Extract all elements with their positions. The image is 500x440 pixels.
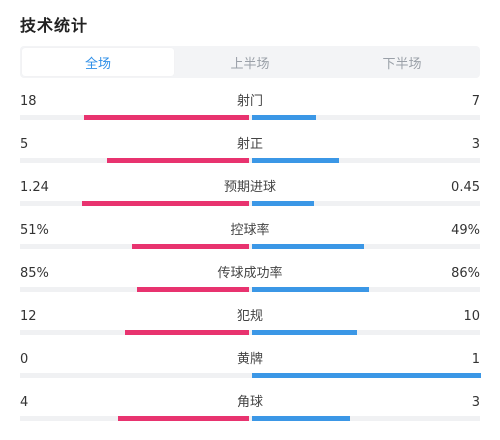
home-value: 12 xyxy=(20,309,37,324)
away-value: 1 xyxy=(471,352,480,367)
bar-track xyxy=(20,244,480,249)
stat-label: 传球成功率 xyxy=(217,266,283,281)
stat-row-shots: 18 射门 7 xyxy=(20,87,480,130)
stat-label: 黄牌 xyxy=(236,352,263,367)
away-bar xyxy=(252,244,364,249)
stat-row-yellow-cards: 0 黄牌 1 xyxy=(20,345,481,388)
away-bar xyxy=(252,373,481,378)
away-value: 3 xyxy=(471,395,480,410)
home-bar xyxy=(118,416,249,421)
stat-row-possession: 51% 控球率 49% xyxy=(20,216,480,259)
page-title: 技术统计 xyxy=(20,16,89,35)
away-value: 49% xyxy=(451,223,480,238)
away-value: 86% xyxy=(451,266,480,281)
stat-label: 犯规 xyxy=(236,309,263,324)
bar-track xyxy=(20,416,480,421)
stats-list: 18 射门 7 5 射正 3 1.24 预期进球 0.45 51% 控球率 49… xyxy=(20,87,481,431)
stat-row-xg: 1.24 预期进球 0.45 xyxy=(20,173,480,216)
bar-track xyxy=(20,201,480,206)
bar-track xyxy=(20,158,480,163)
home-value: 0 xyxy=(20,352,29,367)
home-bar xyxy=(84,115,249,120)
home-value: 51% xyxy=(20,223,49,238)
tab-second-half[interactable]: 下半场 xyxy=(382,56,422,72)
bar-track xyxy=(20,373,480,378)
away-value: 7 xyxy=(471,94,480,109)
tab-full-match[interactable]: 全场 xyxy=(22,48,174,76)
away-bar xyxy=(252,287,369,292)
bar-track xyxy=(20,115,480,120)
stat-row-shots-on-target: 5 射正 3 xyxy=(20,130,480,173)
home-value: 1.24 xyxy=(20,180,49,195)
home-value: 85% xyxy=(20,266,49,281)
stat-label: 预期进球 xyxy=(223,180,276,195)
away-bar xyxy=(252,330,357,335)
away-value: 10 xyxy=(463,309,480,324)
bar-track xyxy=(20,330,480,335)
home-bar xyxy=(137,287,249,292)
stat-row-corners: 4 角球 3 xyxy=(20,388,480,431)
away-bar xyxy=(252,416,350,421)
home-value: 4 xyxy=(20,395,29,410)
period-tabs: 全场 上半场 下半场 xyxy=(20,46,480,78)
stat-label: 角球 xyxy=(236,395,263,410)
stat-label: 射门 xyxy=(236,94,263,109)
away-bar xyxy=(252,201,314,206)
stat-row-fouls: 12 犯规 10 xyxy=(20,302,480,345)
home-bar xyxy=(132,244,249,249)
home-bar xyxy=(82,201,249,206)
stat-label: 射正 xyxy=(236,137,263,152)
home-value: 5 xyxy=(20,137,29,152)
home-value: 18 xyxy=(20,94,37,109)
home-bar xyxy=(107,158,249,163)
tab-first-half[interactable]: 上半场 xyxy=(230,56,270,72)
stat-label: 控球率 xyxy=(230,223,270,238)
away-bar xyxy=(252,115,316,120)
stat-row-pass-accuracy: 85% 传球成功率 86% xyxy=(20,259,480,302)
home-bar xyxy=(125,330,249,335)
away-value: 0.45 xyxy=(451,180,480,195)
away-value: 3 xyxy=(471,137,480,152)
bar-track xyxy=(20,287,480,292)
away-bar xyxy=(252,158,339,163)
